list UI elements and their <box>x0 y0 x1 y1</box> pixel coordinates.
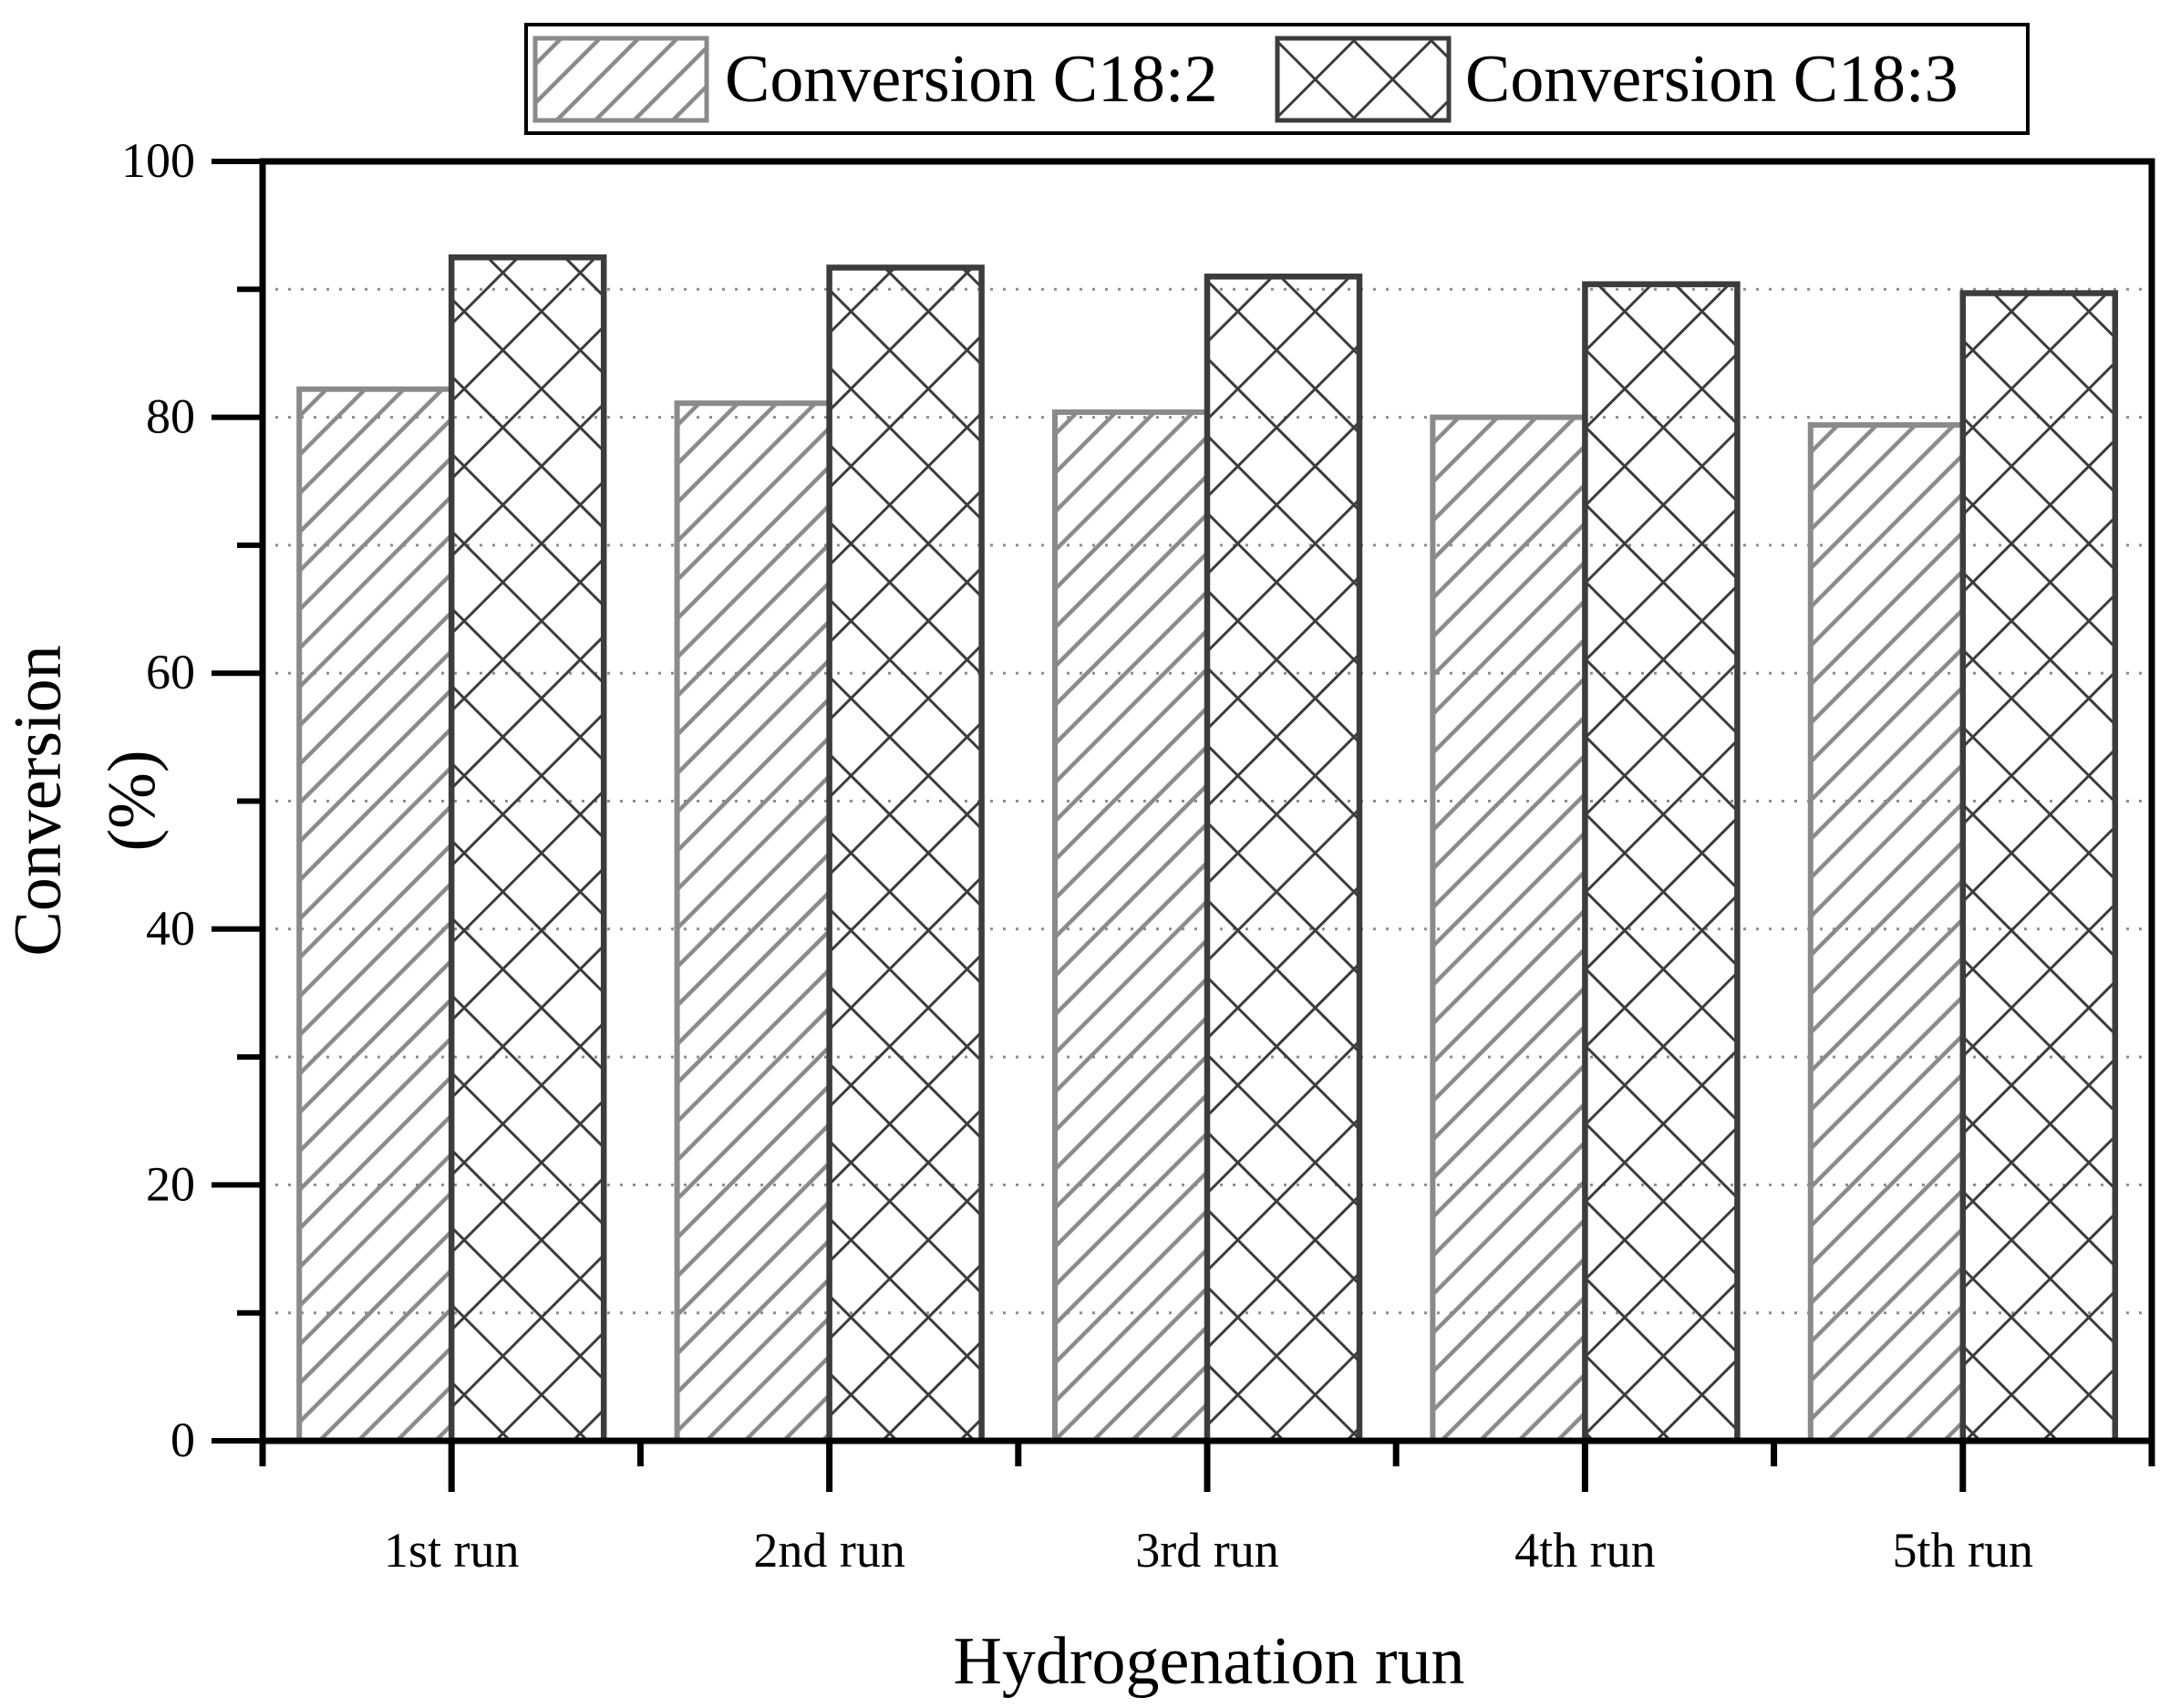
bar-conversion-c18-3 <box>1582 281 1741 1444</box>
y-tick-label: 60 <box>146 645 195 699</box>
legend-swatch-c18-2 <box>532 36 709 123</box>
bar-conversion-c18-3 <box>826 264 985 1444</box>
axes <box>212 158 2155 1492</box>
y-tick-label: 80 <box>146 389 195 444</box>
bar-conversion-c18-2 <box>674 400 832 1444</box>
x-tick-label: 5th run <box>1893 1523 2034 1578</box>
y-axis-title-line-1: Conversion <box>1 645 76 956</box>
x-tick-label: 2nd run <box>753 1523 904 1578</box>
bar-conversion-c18-2 <box>1807 422 1966 1444</box>
bars <box>296 254 2119 1444</box>
legend-label-c18-2: Conversion C18:2 <box>725 42 1218 117</box>
y-tick-label: 20 <box>146 1156 195 1211</box>
x-tick-label: 1st run <box>384 1523 520 1578</box>
y-axis-title: Conversion (%) <box>1 645 170 956</box>
tick-labels: 0 20 40 60 80 100 1st run 2nd run 3rd run 4th run… <box>121 133 2033 1578</box>
legend-swatch-c18-3 <box>1275 36 1452 123</box>
x-axis-title: Hydrogenation run <box>953 1624 1464 1699</box>
y-axis-title-line-2: (%) <box>95 750 170 852</box>
y-tick-label: 100 <box>121 133 195 188</box>
bar-conversion-c18-2 <box>1052 409 1210 1444</box>
bar-conversion-c18-3 <box>448 254 607 1444</box>
legend-label-c18-3: Conversion C18:3 <box>1465 42 1958 117</box>
bar-conversion-c18-3 <box>1204 274 1363 1444</box>
bar-conversion-c18-2 <box>296 386 455 1444</box>
bar-conversion-c18-3 <box>1959 290 2119 1444</box>
y-tick-label: 40 <box>146 901 195 956</box>
y-tick-label: 0 <box>170 1413 195 1467</box>
bar-conversion-c18-2 <box>1430 414 1588 1444</box>
x-tick-label: 3rd run <box>1135 1523 1278 1578</box>
legend: Conversion C18:2 Conversion C18:3 <box>524 23 2030 135</box>
x-tick-label: 4th run <box>1514 1523 1656 1578</box>
